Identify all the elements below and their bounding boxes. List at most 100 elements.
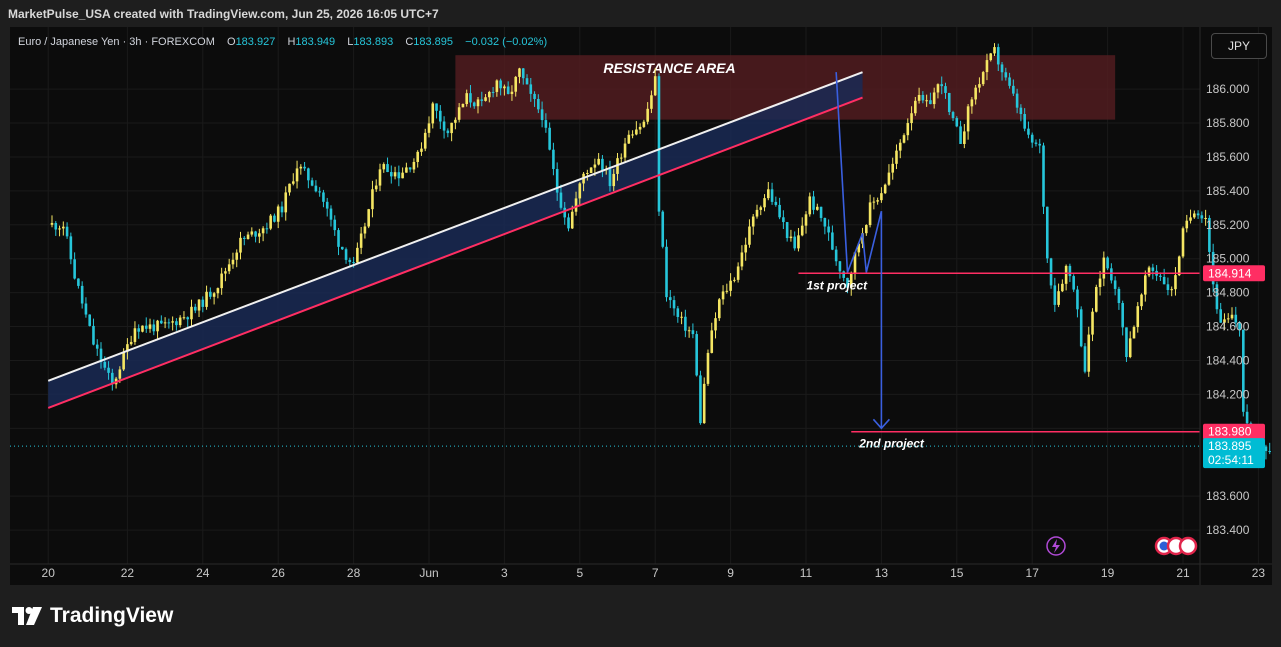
candle-body xyxy=(1027,128,1030,135)
candle-body xyxy=(729,280,732,291)
candle xyxy=(932,87,936,109)
candle xyxy=(574,191,578,216)
candle-body xyxy=(676,308,680,317)
candle xyxy=(733,277,736,283)
candle-body xyxy=(77,278,80,286)
candle xyxy=(461,103,465,108)
candle-body xyxy=(785,222,789,239)
candle-body xyxy=(1223,319,1226,323)
candle-body xyxy=(868,202,872,226)
candle-body xyxy=(1144,275,1147,295)
candle xyxy=(597,153,600,166)
candle-body xyxy=(167,322,171,324)
candle xyxy=(69,232,73,265)
candle xyxy=(1174,267,1177,296)
candle-body xyxy=(111,372,114,385)
chart-panel[interactable]: RESISTANCE AREA 1st project 2nd project 186… xyxy=(10,27,1272,585)
candle xyxy=(1238,321,1241,337)
candle xyxy=(178,315,182,328)
candle-body xyxy=(1245,411,1249,424)
candle-body xyxy=(985,60,989,73)
candle xyxy=(235,249,239,268)
candle-body xyxy=(325,201,329,209)
candle xyxy=(646,102,649,125)
currency-button[interactable]: JPY xyxy=(1211,33,1267,59)
candle xyxy=(465,89,468,107)
candle xyxy=(608,160,612,192)
candle xyxy=(442,116,446,139)
candle xyxy=(99,342,103,369)
candle-body xyxy=(1087,334,1091,372)
candle-body xyxy=(201,299,205,307)
candle xyxy=(175,318,178,331)
candle xyxy=(638,123,642,135)
candle xyxy=(1162,268,1166,285)
candle-body xyxy=(480,99,484,101)
candle xyxy=(529,77,533,102)
candle-body xyxy=(137,328,141,332)
candle-body xyxy=(529,84,533,94)
candle-body xyxy=(461,104,465,108)
candle-body xyxy=(925,100,928,102)
candle xyxy=(1019,104,1023,122)
candle xyxy=(816,203,819,211)
candle xyxy=(785,221,789,242)
candle-body xyxy=(800,225,804,236)
candle-body xyxy=(171,321,174,323)
candle-body xyxy=(1038,143,1042,146)
time-tick-label: Jun xyxy=(419,566,438,580)
candle xyxy=(333,215,337,236)
candle xyxy=(872,197,876,210)
time-axis: 2022242628Jun3579111315171921232527Jul xyxy=(42,566,1266,580)
economic-event-icon xyxy=(1178,536,1198,556)
candle xyxy=(80,281,84,309)
price-tick-label: 184.200 xyxy=(1206,387,1250,401)
candle-body xyxy=(646,108,649,122)
candle-body xyxy=(1113,280,1117,289)
candle xyxy=(525,74,529,85)
candle-body xyxy=(439,110,442,122)
candle-body xyxy=(54,223,58,230)
candle xyxy=(73,252,76,280)
candle-body xyxy=(1068,265,1072,277)
candle-body xyxy=(1102,257,1106,279)
candle-body xyxy=(186,317,190,320)
candle-body xyxy=(940,84,944,87)
last-price-tag-label: 183.895 xyxy=(1208,439,1252,453)
candle-body xyxy=(1204,217,1207,219)
candle xyxy=(906,118,910,141)
candle-body xyxy=(755,209,759,217)
candle-body xyxy=(469,93,472,103)
candle-body xyxy=(1117,288,1121,304)
candle xyxy=(1004,67,1008,81)
candle-body xyxy=(989,53,993,61)
candle-body xyxy=(702,383,706,424)
high-label: H xyxy=(287,36,296,48)
candle-body xyxy=(62,226,65,229)
candle-body xyxy=(1042,145,1045,207)
resistance-area-label: RESISTANCE AREA xyxy=(603,60,735,76)
candle-body xyxy=(1166,284,1170,291)
candle xyxy=(1189,209,1192,224)
candle xyxy=(416,150,419,168)
candle-body xyxy=(1185,220,1189,229)
candle-body xyxy=(1162,276,1166,285)
tradingview-logo[interactable]: TradingView xyxy=(12,604,173,628)
candle-body xyxy=(1196,213,1200,216)
price-tick-label: 183.400 xyxy=(1206,523,1250,537)
candle xyxy=(344,247,348,264)
candle xyxy=(657,73,661,216)
candle xyxy=(706,349,710,386)
candle-body xyxy=(770,189,774,202)
candle xyxy=(804,211,808,234)
candle xyxy=(687,326,691,338)
candle-body xyxy=(947,92,951,113)
candle-body xyxy=(748,226,751,245)
candle-body xyxy=(567,217,570,229)
candle xyxy=(978,77,981,93)
candle-body xyxy=(160,320,163,324)
candle xyxy=(755,204,759,219)
price-chart[interactable]: RESISTANCE AREA 1st project 2nd project 186… xyxy=(10,27,1272,585)
candle xyxy=(258,228,261,244)
candle-body xyxy=(993,47,996,54)
